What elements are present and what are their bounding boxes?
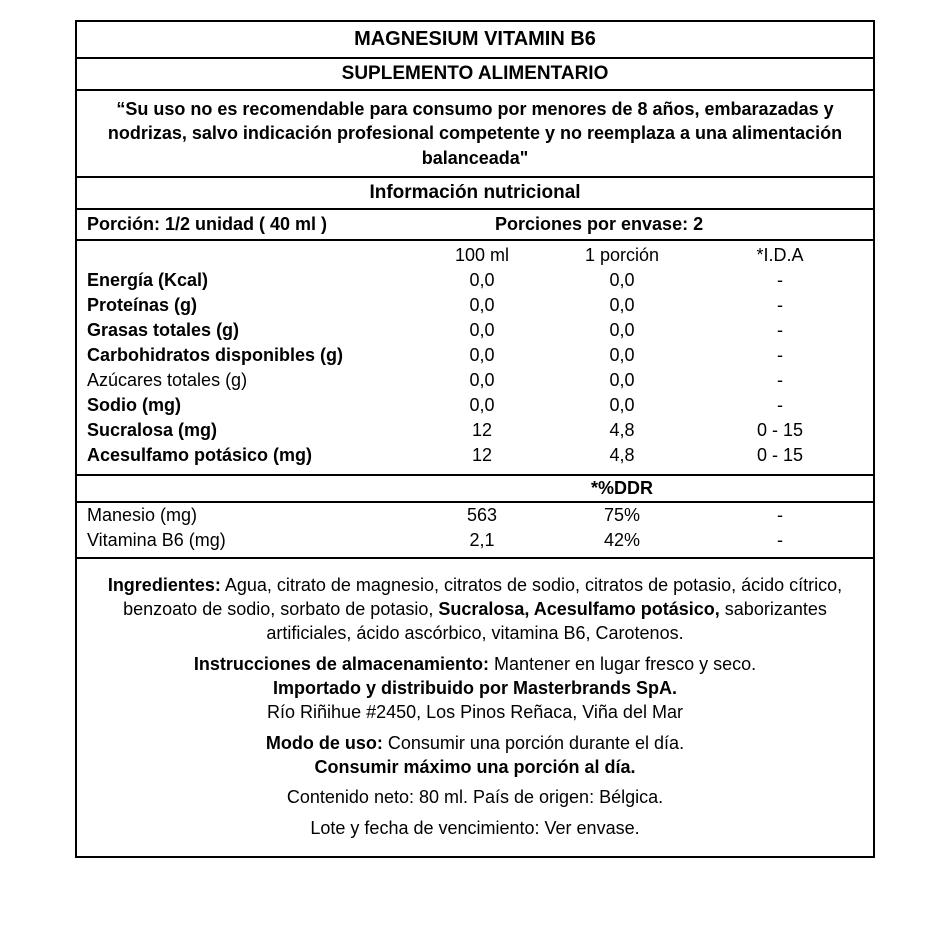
warning-text: “Su uso no es recomendable para consumo …	[77, 91, 873, 178]
value-portion: 0,0	[547, 270, 697, 291]
table-row: Acesulfamo potásico (mg)124,80 - 15	[87, 443, 863, 468]
portion-size: Porción: 1/2 unidad ( 40 ml )	[87, 214, 455, 235]
value-100ml: 2,1	[417, 530, 547, 551]
lot-info: Lote y fecha de vencimiento: Ver envase.	[105, 816, 845, 840]
value-ida: -	[697, 320, 863, 341]
value-100ml: 0,0	[417, 370, 547, 391]
nutrient-label: Vitamina B6 (mg)	[87, 530, 417, 551]
nutrition-table-main: 100 ml 1 porción *I.D.A Energía (Kcal)0,…	[77, 241, 873, 476]
portion-row: Porción: 1/2 unidad ( 40 ml ) Porciones …	[77, 210, 873, 241]
usage: Modo de uso: Consumir una porción durant…	[105, 731, 845, 780]
value-100ml: 0,0	[417, 295, 547, 316]
servings-per-container: Porciones por envase: 2	[455, 214, 863, 235]
table-row: Sucralosa (mg)124,80 - 15	[87, 418, 863, 443]
value-ida: -	[697, 370, 863, 391]
column-headers: 100 ml 1 porción *I.D.A	[87, 243, 863, 268]
nutrient-label: Grasas totales (g)	[87, 320, 417, 341]
product-subtitle: SUPLEMENTO ALIMENTARIO	[77, 59, 873, 91]
nutrient-label: Sodio (mg)	[87, 395, 417, 416]
footnotes: Ingredientes: Agua, citrato de magnesio,…	[77, 559, 873, 856]
value-portion: 0,0	[547, 345, 697, 366]
ingredients: Ingredientes: Agua, citrato de magnesio,…	[105, 573, 845, 646]
value-portion: 4,8	[547, 445, 697, 466]
table-row: Energía (Kcal)0,00,0-	[87, 268, 863, 293]
nutrient-label: Manesio (mg)	[87, 505, 417, 526]
value-ida: -	[697, 295, 863, 316]
nutrient-label: Azúcares totales (g)	[87, 370, 417, 391]
nutrient-label: Sucralosa (mg)	[87, 420, 417, 441]
table-row: Grasas totales (g)0,00,0-	[87, 318, 863, 343]
ddr-label: *%DDR	[547, 478, 697, 499]
table-row: Proteínas (g)0,00,0-	[87, 293, 863, 318]
value-portion: 0,0	[547, 320, 697, 341]
nutrient-label: Acesulfamo potásico (mg)	[87, 445, 417, 466]
col-ida: *I.D.A	[697, 245, 863, 266]
value-100ml: 0,0	[417, 395, 547, 416]
col-portion: 1 porción	[547, 245, 697, 266]
table-row: Carbohidratos disponibles (g)0,00,0-	[87, 343, 863, 368]
table-row: Manesio (mg)56375%-	[87, 503, 863, 528]
nutrition-table-minerals: Manesio (mg)56375%-Vitamina B6 (mg)2,142…	[77, 503, 873, 559]
value-portion: 0,0	[547, 395, 697, 416]
info-header: Información nutricional	[77, 178, 873, 210]
nutrition-label: MAGNESIUM VITAMIN B6 SUPLEMENTO ALIMENTA…	[75, 20, 875, 858]
table-row: Azúcares totales (g)0,00,0-	[87, 368, 863, 393]
value-ida: 0 - 15	[697, 445, 863, 466]
value-ida: -	[697, 345, 863, 366]
value-100ml: 12	[417, 420, 547, 441]
value-100ml: 12	[417, 445, 547, 466]
value-100ml: 0,0	[417, 270, 547, 291]
value-100ml: 0,0	[417, 345, 547, 366]
product-title: MAGNESIUM VITAMIN B6	[77, 22, 873, 59]
nutrient-label: Carbohidratos disponibles (g)	[87, 345, 417, 366]
value-100ml: 0,0	[417, 320, 547, 341]
value-100ml: 563	[417, 505, 547, 526]
value-portion: 0,0	[547, 295, 697, 316]
value-blank: -	[697, 530, 863, 551]
value-portion: 0,0	[547, 370, 697, 391]
table-row: Vitamina B6 (mg)2,142%-	[87, 528, 863, 553]
col-100ml: 100 ml	[417, 245, 547, 266]
storage-and-importer: Instrucciones de almacenamiento: Mantene…	[105, 652, 845, 725]
table-row: Sodio (mg)0,00,0-	[87, 393, 863, 418]
value-ida: -	[697, 395, 863, 416]
ddr-header: *%DDR	[77, 476, 873, 503]
value-ida: 0 - 15	[697, 420, 863, 441]
value-ddr: 42%	[547, 530, 697, 551]
nutrient-label: Proteínas (g)	[87, 295, 417, 316]
net-content: Contenido neto: 80 ml. País de origen: B…	[105, 785, 845, 809]
value-ddr: 75%	[547, 505, 697, 526]
value-blank: -	[697, 505, 863, 526]
value-ida: -	[697, 270, 863, 291]
nutrient-label: Energía (Kcal)	[87, 270, 417, 291]
value-portion: 4,8	[547, 420, 697, 441]
